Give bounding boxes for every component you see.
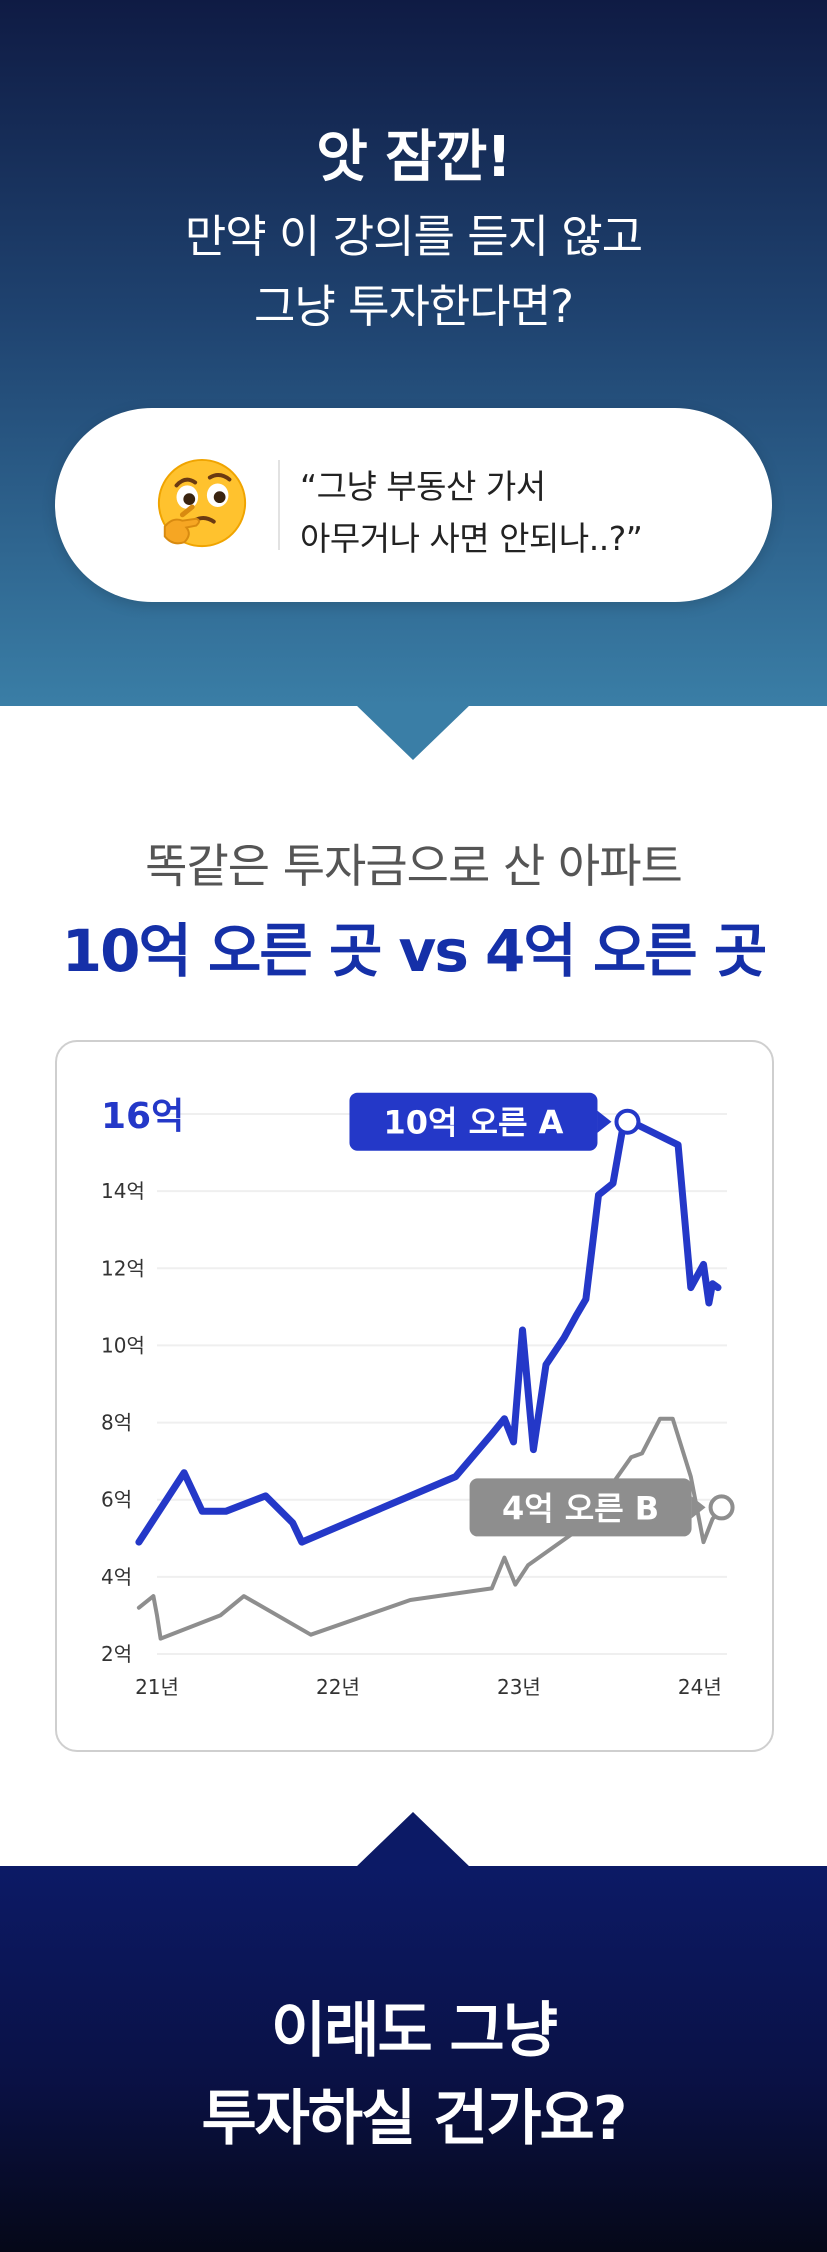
hero-subtitle-line1: 만약 이 강의를 듣지 않고 bbox=[184, 210, 643, 263]
series-line-a bbox=[135, 1118, 722, 1546]
annotation-pointer-b bbox=[691, 1496, 706, 1519]
x-tick-label: 24년 bbox=[678, 1675, 722, 1699]
bubble-divider bbox=[278, 460, 280, 550]
x-tick-label: 21년 bbox=[135, 1675, 179, 1699]
thinking-face-emoji-icon bbox=[157, 458, 247, 548]
series-line-b bbox=[136, 1416, 724, 1641]
annotation-pointer-a bbox=[597, 1110, 612, 1133]
y-tick-label: 10억 bbox=[101, 1333, 145, 1357]
x-tick-label: 22년 bbox=[316, 1675, 360, 1699]
chart-card: 2억 4억 6억 8억 10억 12억 14억 16억 21년 22년 23년 24년 10억 오른 A… bbox=[55, 1040, 774, 1752]
hero-pointer bbox=[355, 704, 471, 760]
y-tick-label: 2억 bbox=[101, 1642, 132, 1666]
bottom-section bbox=[0, 1866, 827, 2252]
annotation-label-a: 10억 오른 A bbox=[384, 1104, 564, 1142]
annotation-box-a bbox=[349, 1092, 598, 1151]
annotation-box-b bbox=[469, 1478, 692, 1537]
bottom-line2: 투자하실 건가요? bbox=[201, 2084, 627, 2154]
hero-title: 앗 잠깐! bbox=[316, 125, 512, 190]
y-tick-label: 14억 bbox=[101, 1179, 145, 1203]
y-tick-label: 8억 bbox=[101, 1411, 132, 1435]
x-tick-label: 23년 bbox=[497, 1675, 541, 1699]
y-tick-label: 4억 bbox=[101, 1565, 132, 1589]
quote-line2: 아무거나 사면 안되나..?” bbox=[300, 519, 643, 558]
y-tick-label: 6억 bbox=[101, 1488, 132, 1512]
bottom-pointer bbox=[355, 1812, 471, 1868]
price-line-chart: 2억 4억 6억 8억 10억 12억 14억 16억 21년 22년 23년 24년 10억 오른 A… bbox=[101, 1092, 735, 1699]
bottom-line1: 이래도 그냥 bbox=[271, 1996, 558, 2066]
y-tick-label: 16억 bbox=[101, 1096, 184, 1137]
hero-section: 앗 잠깐! 만약 이 강의를 듣지 않고 그냥 투자한다면? “그냥 부동산 가… bbox=[0, 0, 827, 706]
quote-bubble: “그냥 부동산 가서 아무거나 사면 안되나..?” bbox=[55, 408, 772, 602]
annotation-marker-a bbox=[614, 1108, 641, 1135]
headline-line2: 10억 오른 곳 vs 4억 오른 곳 bbox=[61, 917, 767, 985]
annotation-marker-b bbox=[708, 1494, 735, 1521]
hero-subtitle-line2: 그냥 투자한다면? bbox=[254, 280, 574, 333]
headline-line1: 똑같은 투자금으로 산 아파트 bbox=[145, 839, 683, 893]
annotation-label-b: 4억 오른 B bbox=[502, 1489, 659, 1527]
y-tick-label: 12억 bbox=[101, 1256, 145, 1280]
quote-line1: “그냥 부동산 가서 bbox=[300, 467, 546, 506]
